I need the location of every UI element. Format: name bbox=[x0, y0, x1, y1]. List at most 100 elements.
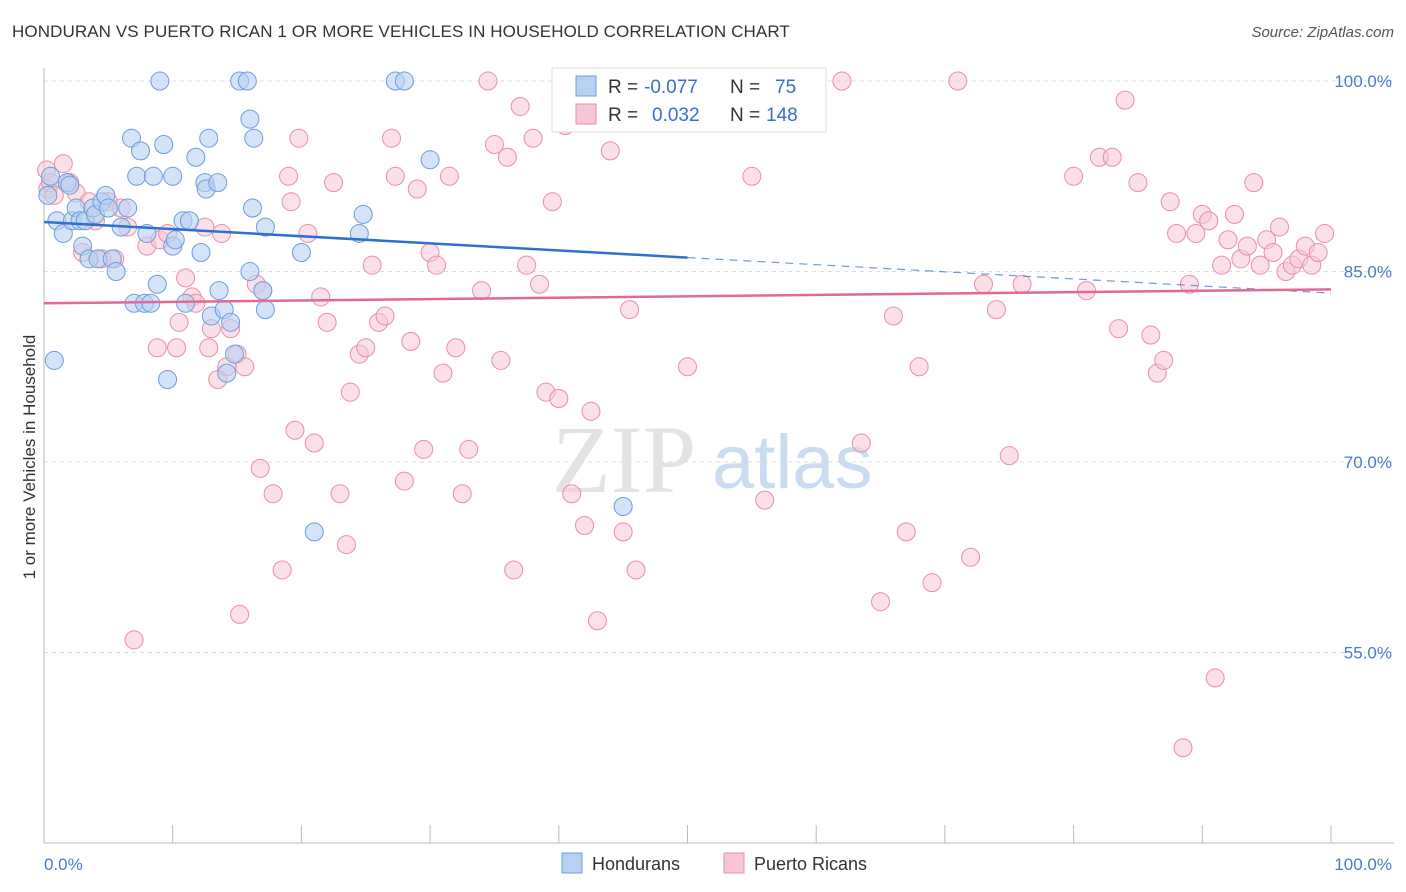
puerto-ricans-point bbox=[427, 255, 447, 275]
puerto-ricans-point bbox=[1199, 211, 1219, 231]
puerto-ricans-point bbox=[381, 128, 401, 148]
puerto-ricans-point bbox=[176, 268, 196, 288]
puerto-ricans-point bbox=[53, 154, 73, 174]
puerto-ricans-point bbox=[317, 312, 337, 332]
puerto-ricans-point bbox=[948, 71, 968, 91]
puerto-ricans-point bbox=[1315, 223, 1335, 243]
hondurans-point bbox=[209, 281, 229, 301]
puerto-ricans-point bbox=[1102, 147, 1122, 167]
legend-n-value-puerto-ricans: 148 bbox=[766, 105, 798, 126]
puerto-ricans-point bbox=[484, 135, 504, 155]
puerto-ricans-point bbox=[497, 147, 517, 167]
puerto-ricans-point bbox=[1115, 90, 1135, 110]
x-tick-labels: 0.0% 100.0% bbox=[44, 855, 1392, 874]
puerto-ricans-point bbox=[1218, 230, 1238, 250]
legend-n-value-hondurans: 75 bbox=[775, 77, 796, 98]
puerto-ricans-point bbox=[385, 166, 405, 186]
puerto-ricans-point bbox=[235, 357, 255, 377]
puerto-ricans-point bbox=[581, 401, 601, 421]
puerto-ricans-point bbox=[626, 560, 646, 580]
watermark: ZIP atlas bbox=[552, 406, 873, 513]
puerto-ricans-point bbox=[1186, 223, 1206, 243]
hondurans-point bbox=[199, 128, 219, 148]
puerto-ricans-point bbox=[324, 173, 344, 193]
correlation-legend: R = -0.077 N = 75 R = 0.032 N = 148 bbox=[551, 67, 827, 133]
puerto-ricans-point bbox=[472, 281, 492, 301]
puerto-ricans-point bbox=[504, 560, 524, 580]
puerto-ricans-point bbox=[199, 338, 219, 358]
hondurans-point bbox=[240, 109, 260, 129]
puerto-ricans-point bbox=[613, 522, 633, 542]
puerto-ricans-point bbox=[362, 255, 382, 275]
puerto-ricans-point bbox=[517, 255, 537, 275]
puerto-ricans-point bbox=[1263, 242, 1283, 262]
puerto-ricans-point bbox=[279, 166, 299, 186]
hondurans-point bbox=[291, 242, 311, 262]
puerto-ricans-point bbox=[272, 560, 292, 580]
legend-swatch-hondurans bbox=[575, 75, 597, 97]
hondurans-point bbox=[217, 363, 237, 383]
puerto-ricans-point bbox=[678, 357, 697, 377]
puerto-ricans-point bbox=[1160, 192, 1180, 212]
puerto-ricans-point bbox=[1212, 255, 1232, 275]
puerto-ricans-point bbox=[1167, 223, 1187, 243]
hondurans-point bbox=[244, 128, 264, 148]
puerto-ricans-point bbox=[1064, 166, 1084, 186]
legend-n-label-hondurans: N = bbox=[730, 77, 760, 98]
hondurans-point bbox=[60, 175, 80, 195]
hondurans-point bbox=[394, 71, 414, 91]
legend-r-value-hondurans: -0.077 bbox=[644, 77, 698, 98]
chart-title: HONDURAN VS PUERTO RICAN 1 OR MORE VEHIC… bbox=[12, 22, 790, 41]
hondurans-point bbox=[147, 274, 167, 294]
hondurans-trend-extension bbox=[687, 256, 1332, 294]
puerto-ricans-point bbox=[1244, 173, 1264, 193]
legend-r-value-puerto-ricans: 0.032 bbox=[652, 105, 700, 126]
puerto-ricans-point bbox=[147, 338, 167, 358]
puerto-ricans-point bbox=[169, 312, 189, 332]
puerto-ricans-point bbox=[298, 223, 318, 243]
hondurans-point bbox=[98, 198, 118, 218]
puerto-ricans-point bbox=[1250, 255, 1270, 275]
hondurans-point bbox=[420, 150, 440, 170]
puerto-ricans-point bbox=[575, 516, 595, 536]
puerto-ricans-point bbox=[620, 300, 640, 320]
hondurans-point bbox=[186, 147, 206, 167]
puerto-ricans-point bbox=[375, 306, 395, 326]
hondurans-point bbox=[40, 166, 60, 186]
hondurans-point bbox=[158, 369, 178, 389]
hondurans-point bbox=[353, 204, 373, 224]
puerto-ricans-point bbox=[1173, 738, 1193, 758]
puerto-ricans-point bbox=[600, 141, 620, 161]
puerto-ricans-point bbox=[250, 458, 270, 478]
puerto-ricans-point bbox=[1012, 274, 1032, 294]
bottom-legend-swatch-hondurans bbox=[561, 852, 583, 874]
hondurans-point bbox=[118, 198, 138, 218]
y-tick-label: 100.0% bbox=[1334, 72, 1392, 91]
puerto-ricans-point bbox=[851, 433, 871, 453]
puerto-ricans-point bbox=[755, 490, 775, 510]
puerto-ricans-point bbox=[289, 128, 309, 148]
puerto-ricans-point bbox=[452, 484, 472, 504]
puerto-ricans-point bbox=[459, 439, 479, 459]
puerto-ricans-point bbox=[336, 535, 356, 555]
hondurans-point bbox=[208, 173, 228, 193]
puerto-ricans-point bbox=[523, 128, 543, 148]
puerto-ricans-trend-line bbox=[43, 288, 1332, 305]
puerto-ricans-point bbox=[1224, 204, 1244, 224]
hondurans-point bbox=[221, 312, 241, 332]
legend-box bbox=[551, 67, 827, 133]
puerto-ricans-point bbox=[167, 338, 187, 358]
puerto-ricans-point bbox=[304, 433, 324, 453]
hondurans-point bbox=[150, 71, 170, 91]
puerto-ricans-point bbox=[510, 96, 530, 116]
puerto-ricans-point bbox=[1308, 242, 1328, 262]
hondurans-point bbox=[304, 522, 324, 542]
puerto-ricans-point bbox=[263, 484, 283, 504]
hondurans-point bbox=[106, 262, 126, 282]
puerto-ricans-point bbox=[478, 71, 498, 91]
y-tick-label: 85.0% bbox=[1344, 263, 1392, 282]
bottom-legend-label-hondurans: Hondurans bbox=[592, 854, 680, 874]
legend-swatch-puerto-ricans bbox=[575, 103, 597, 125]
puerto-ricans-point bbox=[230, 604, 250, 624]
